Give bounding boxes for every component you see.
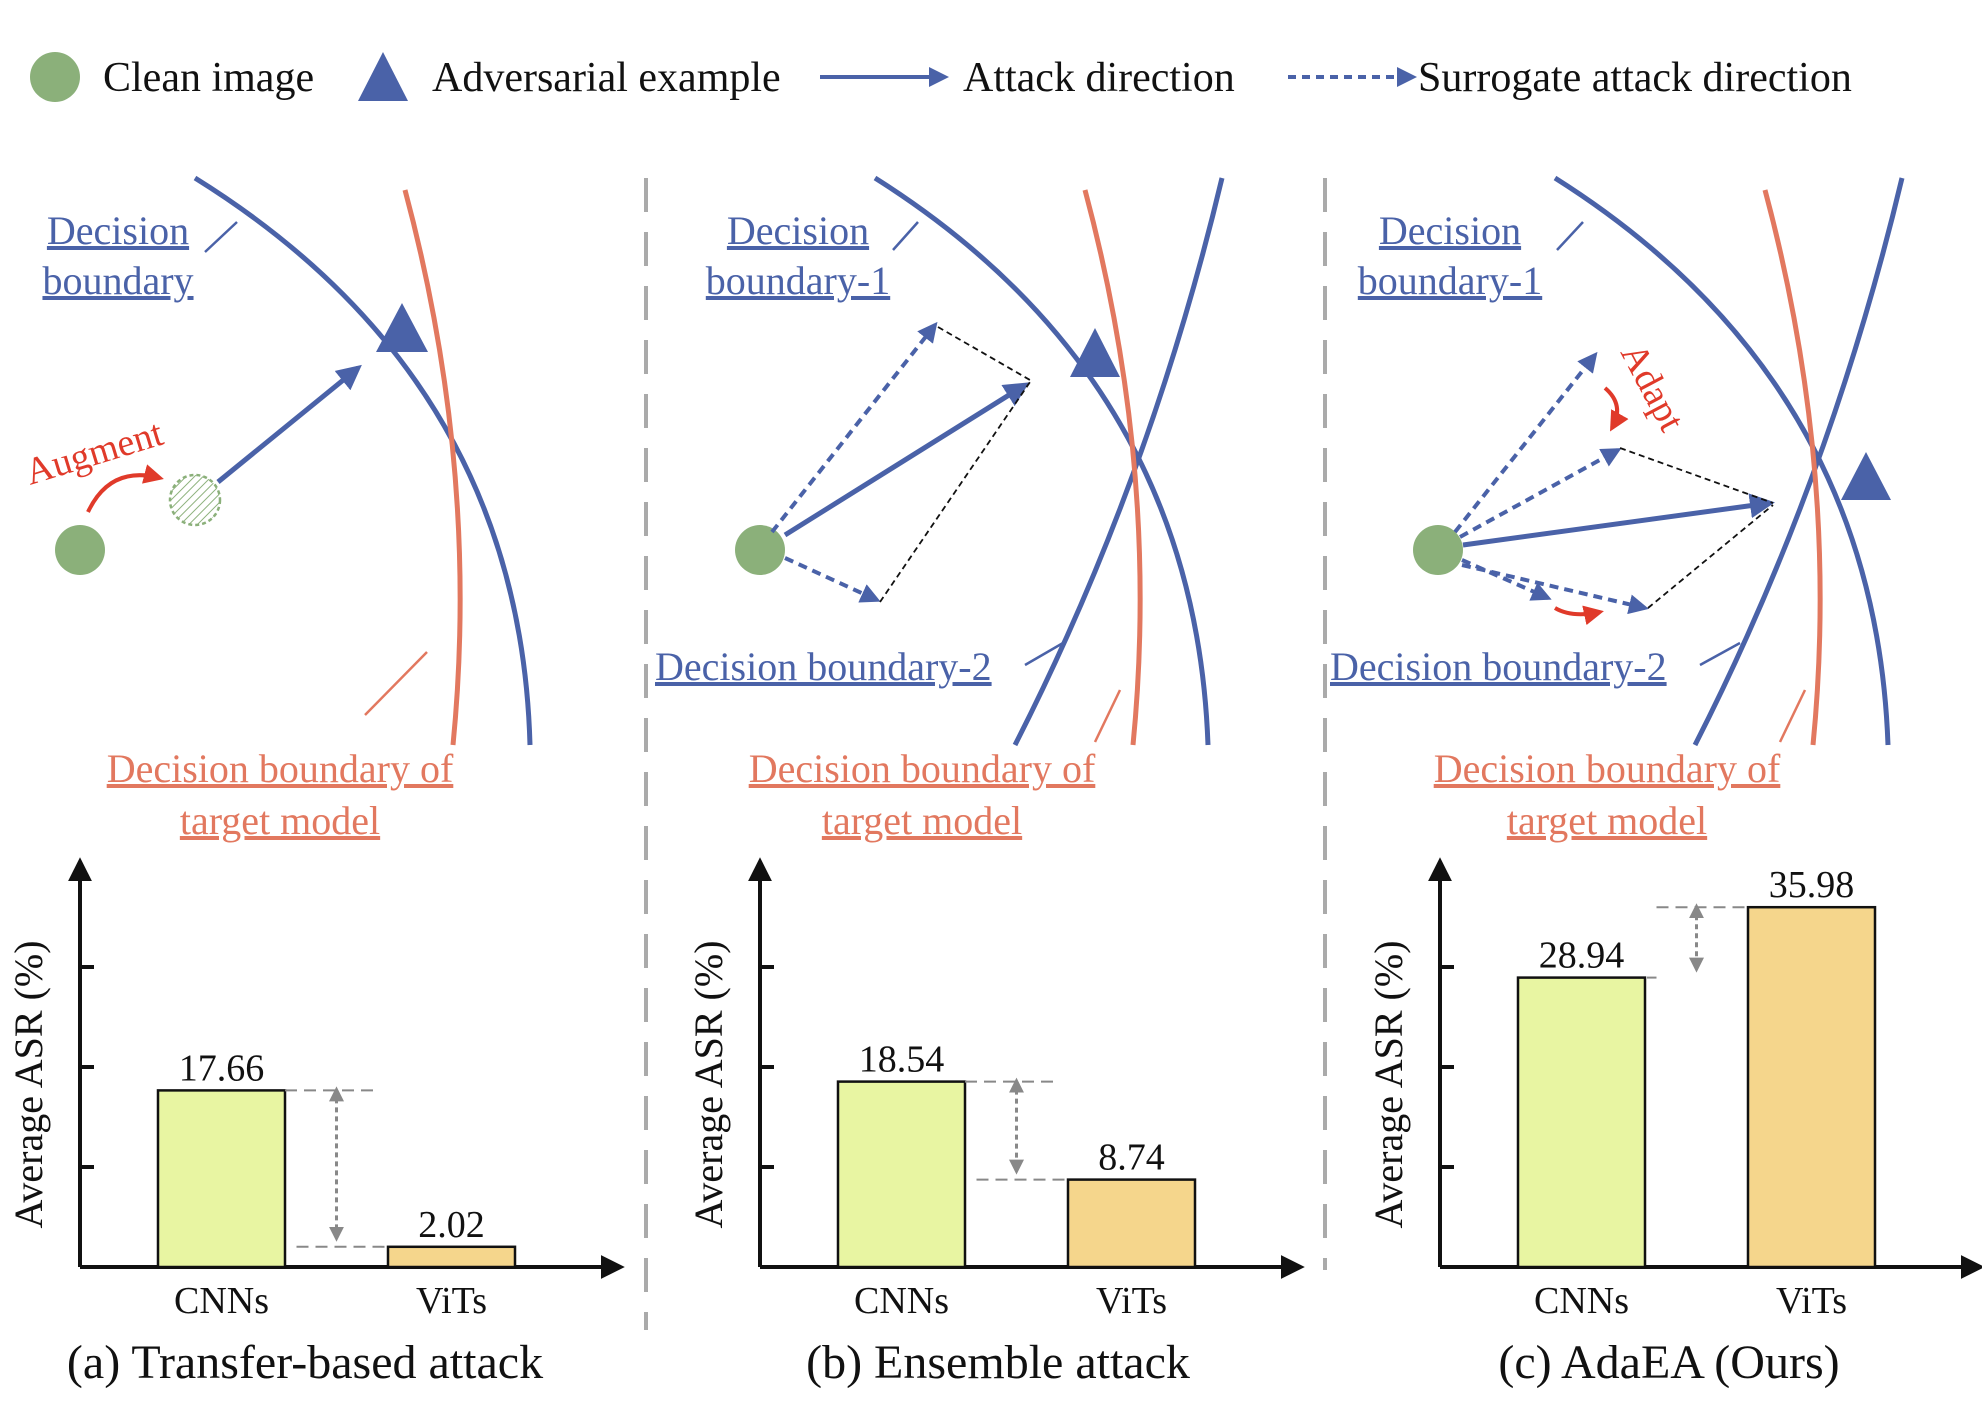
x-tick-label: ViTs [1096,1280,1167,1322]
panel-c-target-pointer [1778,689,1807,743]
legend-adversarial-label: Adversarial example [432,55,781,101]
panel-b-target-label-line2: target model [822,798,1022,843]
bar-vits [1066,1178,1197,1269]
panel-a-target-boundary [402,189,463,746]
bar-cnns [836,1080,967,1269]
panel-a-clean-image [55,525,105,575]
panel-b-boundary2-label: Decision boundary-2 [655,644,992,689]
panel-c-target-label-line2: target model [1507,798,1707,843]
bar-cnns [1516,976,1647,1269]
panel-b-target-pointer [1093,689,1122,743]
panel-a-target-label-line1: Decision boundary of [107,746,454,791]
y-axis-label: Average ASR (%) [6,940,51,1228]
panel-b-attack-arrow [783,382,1030,538]
y-axis-label: Average ASR (%) [1366,940,1411,1228]
panel-a-target-label-line2: target model [180,798,380,843]
y-axis-label: Average ASR (%) [686,940,731,1228]
panel-b-caption: (b) Ensemble attack [806,1336,1190,1389]
bar-cnns [156,1089,287,1269]
panel-b-decision-boundary-1 [873,175,1211,746]
panel-c-parallelogram-side-1 [1619,447,1774,504]
panel-b-clean-image [735,525,785,575]
x-tick-label: CNNs [854,1280,949,1322]
bar-value-label: 2.02 [418,1204,485,1246]
panel-b-target-boundary [1082,189,1143,746]
panel-c-surrogate-arrow-4 [1461,563,1649,615]
legend-adversarial-marker [358,52,408,101]
panel-a-target-pointer [364,651,428,716]
legend-surrogate-label: Surrogate attack direction [1418,55,1852,101]
x-tick-label: CNNs [1534,1280,1629,1322]
bar-value-label: 35.98 [1769,864,1855,906]
bar-value-label: 18.54 [859,1039,945,1081]
panel-c-boundary1-label-line2: boundary-1 [1358,258,1542,303]
panel-b-diagram: Decision boundary-1 Decision boundary-2 … [655,175,1225,843]
panel-c-adapt-arrow-top [1603,386,1629,432]
panel-b-decision-boundary-2 [1012,177,1225,747]
panel-b-boundary1-pointer [892,221,919,251]
panel-a-boundary-pointer [204,221,238,253]
panel-c-bar-chart: Average ASR (%) 28.94 CNNs 35.98 ViTs [1366,857,1982,1322]
panel-c-surrogate-arrow-2 [1459,448,1622,539]
panel-b-boundary2-pointer [1024,641,1064,667]
panel-b-adversarial-example [1070,328,1120,377]
panel-c-diagram: Decision boundary-1 Adapt Decision bound… [1330,175,1905,843]
panel-b-parallelogram-side-2 [879,381,1031,603]
panel-b-target-label-line1: Decision boundary of [749,746,1096,791]
panel-a-bar-chart: Average ASR (%) 17.66 CNNs 2.02 ViTs [6,857,625,1322]
panel-a-caption: (a) Transfer-based attack [67,1336,543,1389]
x-tick-label: ViTs [1776,1280,1847,1322]
legend-clean-image-label: Clean image [103,55,314,101]
bar-value-label: 8.74 [1098,1137,1165,1179]
x-tick-label: ViTs [416,1280,487,1322]
panel-c-target-boundary [1762,189,1823,746]
legend: Clean image Adversarial example Attack d… [30,52,1852,102]
panel-c-decision-boundary-2 [1692,177,1905,747]
bar-value-label: 17.66 [179,1047,265,1089]
panel-a-diagram: Decision boundary Augment Decision bound… [20,175,533,843]
panel-a-decision-boundary [193,175,533,746]
panel-c-boundary1-label-line1: Decision [1379,208,1521,253]
panel-a-augment-label: Augment [20,412,168,494]
panel-c-boundary2-pointer [1699,641,1741,667]
legend-clean-image-marker [30,52,80,102]
panel-c-clean-image [1413,525,1463,575]
panel-b-boundary1-label-line1: Decision [727,208,869,253]
panel-b-boundary1-label-line2: boundary-1 [706,258,890,303]
panel-b-parallelogram-side-1 [937,326,1031,381]
panel-b-bar-chart: Average ASR (%) 18.54 CNNs 8.74 ViTs [686,857,1305,1322]
panel-c-surrogate-arrow-1 [1453,351,1598,534]
bar-value-label: 28.94 [1539,935,1625,977]
panel-c-adapt-label: Adapt [1612,337,1693,439]
panel-c-boundary2-label: Decision boundary-2 [1330,644,1667,689]
panel-b-surrogate-arrow-2 [784,556,881,603]
panel-a-augmented-image [168,473,222,527]
legend-attack-label: Attack direction [963,55,1235,101]
panel-a-augment-arrow [86,464,164,513]
panel-c-surrogate-arrow-3 [1461,558,1552,601]
panel-a-attack-arrow [216,364,362,484]
panel-c-adversarial-example [1841,452,1891,500]
panel-a-boundary-label-line2: boundary [42,258,193,303]
panel-a-adversarial-example [376,303,428,352]
x-tick-label: CNNs [174,1280,269,1322]
bar-vits [386,1245,517,1269]
panel-b-surrogate-arrow-1 [770,321,938,534]
panel-c-boundary1-pointer [1556,221,1584,251]
panel-c-adapt-arrow-bottom [1553,605,1604,626]
panel-c-target-label-line1: Decision boundary of [1434,746,1781,791]
bar-vits [1746,905,1877,1269]
panel-c-caption: (c) AdaEA (Ours) [1498,1336,1839,1389]
panel-a-boundary-label-line1: Decision [47,208,189,253]
panel-c-attack-arrow [1462,493,1775,548]
panel-c-decision-boundary-1 [1553,175,1891,746]
panel-c-parallelogram-side-2 [1647,504,1774,609]
